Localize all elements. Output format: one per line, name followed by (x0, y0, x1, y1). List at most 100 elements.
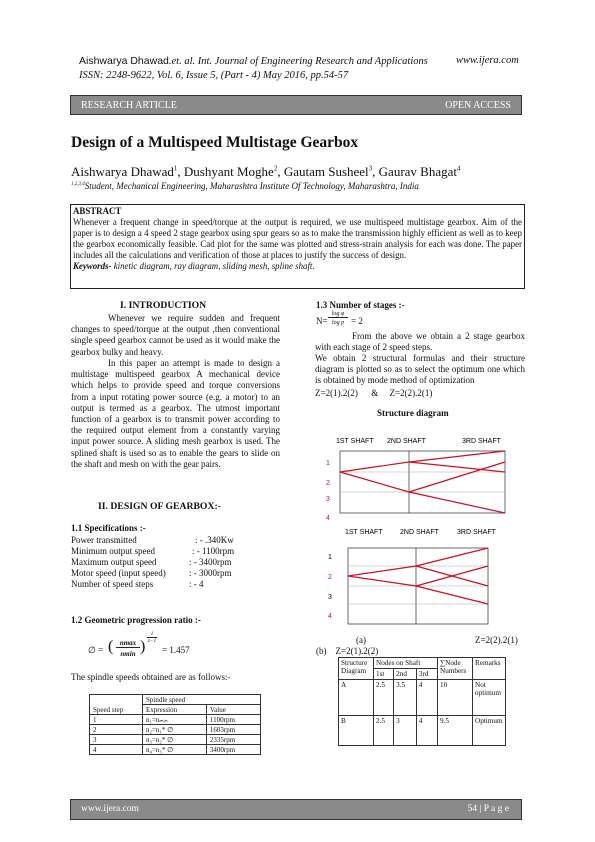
shaft-label: 2ND SHAFT (387, 438, 427, 445)
banner-open-access: OPEN ACCESS (445, 100, 511, 111)
ray-line (408, 461, 506, 473)
affiliation-sup: 1,2,3,4 (71, 182, 85, 187)
caption-a: (a) (356, 635, 366, 645)
table-header: Speed step (89, 694, 143, 715)
table-header: Expression (142, 704, 207, 715)
formula-paren-left: ( (108, 638, 114, 655)
diagram-title: Structure diagram (377, 408, 449, 418)
page-footer: www.ijera.com 54 | P a g e (70, 799, 522, 820)
author-name: Gautam Susheel (283, 164, 369, 179)
affiliation-text: Student, Mechanical Engineering, Maharas… (84, 181, 419, 191)
speed-level-label: 2 (328, 574, 332, 581)
table-cell: 10 (437, 679, 473, 716)
table-cell: A (338, 679, 374, 716)
table-cell: 1100rpm (205, 714, 262, 725)
keywords-text: kinetic diagram, ray diagram, sliding me… (111, 261, 315, 271)
header-authors: Aishwarya Dhawad (79, 55, 169, 67)
spec-label: Power transmitted (71, 535, 137, 545)
table-cell: 4 (415, 715, 439, 746)
abstract-box: ABSTRACT Whenever a frequent change in s… (70, 204, 525, 289)
spec-label: Maximum output speed (71, 557, 157, 567)
stages-formula-den: log p (331, 320, 345, 326)
footer-url[interactable]: www.ijera.com (81, 804, 139, 814)
abstract-heading: ABSTRACT (73, 206, 122, 216)
structure-diagram-b: 1ST SHAFT 2ND SHAFT 3RD SHAFT 1 2 3 4 (328, 529, 497, 625)
speed-level-label: 2 (326, 480, 330, 487)
ray-line (347, 575, 417, 587)
speed-level-label: 4 (328, 613, 332, 620)
table-header: Structure Diagram (338, 657, 374, 680)
table-cell: n₄=n₃* ∅ (142, 744, 207, 755)
table-cell: 3.5 (393, 679, 417, 716)
ray-lines (347, 547, 489, 605)
speed-level-label: 1 (328, 554, 332, 561)
author-list: Aishwarya Dhawad1, Dushyant Moghe2, Gaut… (71, 164, 461, 180)
table-cell: 9.5 (437, 715, 473, 746)
intro-paragraph-1: Whenever we require sudden and frequent … (71, 313, 280, 357)
spindle-table: Speed step Spindle speed Expression Valu… (89, 694, 262, 755)
table-cell: n₃=n₂* ∅ (142, 734, 207, 745)
formula-num: nmax (116, 639, 140, 648)
design-heading: II. DESIGN OF GEARBOX:- (98, 501, 221, 512)
author-sup: 4 (457, 164, 461, 173)
paper-title: Design of a Multispeed Multistage Gearbo… (71, 134, 359, 151)
banner-research-article: RESEARCH ARTICLE (81, 100, 177, 111)
spec-heading: 1.1 Specifications :- (71, 523, 146, 533)
table-cell: 1603rpm (205, 724, 262, 735)
author-name: Dushyant Moghe (183, 164, 274, 179)
table-cell: 3400rpm (205, 744, 262, 755)
intro-paragraph-2: In this paper an attempt is made to desi… (71, 358, 280, 469)
ray-line (415, 585, 489, 605)
table-cell: 2335rpm (205, 734, 262, 745)
author-sep: , (177, 164, 184, 179)
header-url[interactable]: www.ijera.com (456, 55, 519, 66)
stages-paragraph-2: We obtain 2 structural formulas and thei… (315, 353, 525, 386)
formula-lhs: ∅ = (88, 645, 104, 655)
abstract-text: Whenever a frequent change in speed/torq… (73, 217, 522, 260)
stages-heading: 1.3 Number of stages :- (316, 300, 405, 310)
ray-line (339, 471, 410, 493)
spec-label: Minimum output speed (71, 546, 155, 556)
ray-line (408, 461, 506, 493)
ratings-table: Structure Diagram Nodes on Shaft ∑Node N… (338, 657, 506, 746)
shaft-label: 3RD SHAFT (457, 529, 497, 536)
author-sup: 3 (368, 164, 373, 173)
table-row: 4 n₄=n₃* ∅ 3400rpm (89, 744, 262, 755)
table-header: ∑Node Numbers (437, 657, 473, 680)
table-subheader: 3rd (415, 668, 439, 680)
ray-line (415, 565, 489, 587)
gp-formula: ∅ = ( nmax nmin ) 1 z−1 = 1.457 (88, 631, 248, 664)
table-cell: n₁=nₘᵢₙ (142, 714, 207, 725)
table-subheader: 2nd (393, 668, 417, 680)
shaft-label: 1ST SHAFT (345, 529, 383, 536)
table-header: Remarks (472, 657, 506, 680)
stages-formula-lhs: N= (316, 316, 328, 326)
table-cell: B (338, 715, 374, 746)
table-cell: 2.5 (372, 679, 395, 716)
caption-a-formula: Z=2(2).2(1) (475, 635, 518, 645)
ray-line (347, 565, 417, 577)
stages-formula-num: log φ (328, 311, 348, 318)
ray-line (339, 461, 410, 473)
table-cell: 1 (89, 714, 143, 725)
caption-b: (b) Z=2(1).2(2) (316, 646, 379, 656)
spec-value: : - .340Kw (195, 535, 234, 545)
shaft-label: 1ST SHAFT (336, 438, 374, 445)
spec-value: : - 3000rpm (189, 568, 232, 578)
table-cell: Not optimum (472, 679, 506, 716)
table-header: Value (205, 704, 262, 715)
table-group-header: Spindle speed (142, 694, 261, 705)
shaft-label: 2ND SHAFT (400, 529, 440, 536)
diagram-frame (339, 450, 506, 514)
spec-value: : - 3400rpm (189, 557, 232, 567)
table-subheader: 1st (372, 668, 395, 680)
table-cell: 3 (89, 734, 143, 745)
table-row: 1 n₁=nₘᵢₙ 1100rpm (89, 714, 262, 725)
formula-paren-right: ) (140, 638, 146, 655)
spec-value: : - 1100rpm (192, 546, 235, 556)
table-cell: 2.5 (372, 715, 395, 746)
structure-diagram-a: 1ST SHAFT 2ND SHAFT 3RD SHAFT 1 2 3 4 (326, 438, 506, 522)
table-row: B 2.5 3 4 9.5 Optimum (338, 715, 506, 746)
speed-level-label: 3 (328, 594, 332, 601)
table-row: A 2.5 3.5 4 10 Not optimum (338, 679, 506, 716)
